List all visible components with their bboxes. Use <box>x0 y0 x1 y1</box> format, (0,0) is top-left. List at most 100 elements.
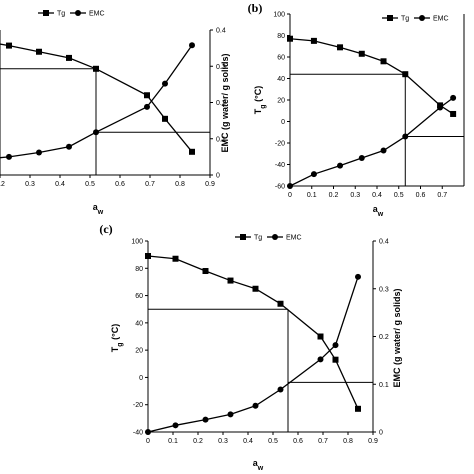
series-emc-point <box>172 422 179 429</box>
y-right-tick-label: 0.3 <box>216 64 226 71</box>
x-tick-label: 0.1 <box>168 438 178 445</box>
series-emc-line <box>147 276 359 433</box>
y-left-tick-label: -20 <box>133 402 143 409</box>
y-right-tick-label: 0.1 <box>379 382 389 389</box>
legend-tg-marker <box>387 15 393 21</box>
series-emc-point <box>317 356 324 363</box>
series-emc-point <box>227 411 234 418</box>
x-tick-label: 0.3 <box>350 192 360 199</box>
series-tg-line <box>289 38 454 115</box>
series-emc-line <box>289 97 454 187</box>
x-tick-label: 0.6 <box>293 438 303 445</box>
x-tick-label: 0.5 <box>268 438 278 445</box>
x-tick-label: 0.4 <box>243 438 253 445</box>
series-emc-point <box>277 386 284 393</box>
series-emc-point <box>144 103 150 110</box>
legend-tg-marker <box>240 234 246 240</box>
y-right-tick-label: 0.1 <box>216 136 226 143</box>
x-tick-label: 0.2 <box>193 438 203 445</box>
series-emc-point <box>189 42 195 49</box>
x-tick-label: 0 <box>288 192 292 199</box>
series-tg-point <box>172 255 179 262</box>
x-tick-label: 0 <box>146 438 150 445</box>
legend-emc-marker <box>75 10 81 16</box>
y-left-tick-label: -20 <box>275 141 285 148</box>
panel-3: 0 0.1 0.2 0.3 0.4 0.5 0.6 0.7 0.8 0.9 -40 -20 0 20 40 6… <box>99 222 402 472</box>
legend-tg-label: Tg <box>254 235 262 242</box>
series-tg-point <box>402 71 409 78</box>
series-emc-point <box>380 147 387 154</box>
y-right-axis-label: EMC (g water/ g solids) <box>392 288 402 387</box>
series-emc-point <box>66 143 72 150</box>
legend-tg-label: Tg <box>57 11 65 18</box>
x-tick-label: 0.3 <box>218 438 228 445</box>
series-emc-point <box>337 162 344 169</box>
series-tg-point <box>227 277 234 284</box>
series-tg-point <box>450 110 457 117</box>
legend-tg-marker <box>43 10 49 16</box>
x-tick-label: 0.3 <box>25 181 35 188</box>
legend-emc-label: EMC <box>433 16 449 23</box>
x-tick-label: 0.4 <box>372 192 382 199</box>
x-tick-label: 0.2 <box>329 192 339 199</box>
panel-2: 0 0.1 0.2 0.3 0.4 0.5 0.6 0.7 -60 -40 -20 0 20 40 60 80… <box>248 1 465 218</box>
legend-emc-marker <box>272 234 278 240</box>
y-left-tick-label: 80 <box>277 33 285 40</box>
y-left-tick-label: 40 <box>277 76 285 83</box>
series-emc-point <box>310 171 317 178</box>
y-left-tick-label: 60 <box>135 293 143 300</box>
series-emc-point <box>287 183 293 189</box>
series-emc-point <box>145 429 151 435</box>
series-tg-point <box>6 42 12 49</box>
x-axis-label: aw <box>253 458 264 472</box>
y-right-tick-label: 0 <box>216 173 220 180</box>
series-tg-point <box>310 37 317 44</box>
series-emc-point <box>36 149 42 156</box>
series-tg-point <box>337 44 344 51</box>
series-emc-point <box>93 129 99 136</box>
series-tg-line <box>0 43 193 153</box>
x-tick-label: 0.8 <box>175 181 185 188</box>
x-tick-label: 0.1 <box>307 192 317 199</box>
y-left-axis-label: Tg (°C) <box>253 86 267 114</box>
series-tg-point <box>332 356 339 363</box>
series-emc-point <box>162 80 168 87</box>
series-tg-point <box>380 58 387 65</box>
x-tick-label: 0.7 <box>145 181 155 188</box>
series-tg-line <box>147 255 359 410</box>
x-tick-label: 0.7 <box>437 192 447 199</box>
legend-emc-marker <box>419 15 425 21</box>
x-tick-label: 0.5 <box>85 181 95 188</box>
y-right-tick-label: 0.3 <box>379 286 389 293</box>
y-left-tick-label: -40 <box>275 162 285 169</box>
panel-1: 0.2 0.3 0.4 0.5 0.6 0.7 0.8 0.90 0.1 0.2 0.3 0.4 Tg E… <box>0 10 230 216</box>
series-emc-point <box>355 273 361 280</box>
series-emc-point <box>358 155 365 162</box>
y-right-tick-label: 0.4 <box>379 239 389 246</box>
y-left-axis-label: Tg (°C) <box>110 324 124 352</box>
x-tick-label: 0.4 <box>55 181 65 188</box>
y-left-tick-label: 20 <box>277 98 285 105</box>
x-tick-label: 0.2 <box>0 181 5 188</box>
x-tick-label: 0.6 <box>115 181 125 188</box>
series-tg-point <box>277 300 284 307</box>
y-right-tick-label: 0.4 <box>216 28 226 35</box>
series-emc-line <box>0 44 193 159</box>
y-left-tick-label: 40 <box>135 320 143 327</box>
series-tg-point <box>252 285 259 292</box>
series-emc-point <box>437 104 444 111</box>
series-tg-point <box>202 268 209 275</box>
legend-emc-label: EMC <box>286 235 302 242</box>
y-left-tick-label: -40 <box>133 430 143 437</box>
series-tg-point <box>36 48 42 55</box>
series-tg-point <box>93 65 99 72</box>
series-emc-point <box>402 133 409 140</box>
x-axis-label: aw <box>93 202 104 216</box>
x-tick-label: 0.9 <box>368 438 378 445</box>
y-left-tick-label: 100 <box>131 239 143 246</box>
y-left-tick-label: 100 <box>273 12 285 19</box>
series-tg-point <box>355 405 361 412</box>
y-right-tick-label: 0 <box>379 430 383 437</box>
x-tick-label: 0.6 <box>416 192 426 199</box>
